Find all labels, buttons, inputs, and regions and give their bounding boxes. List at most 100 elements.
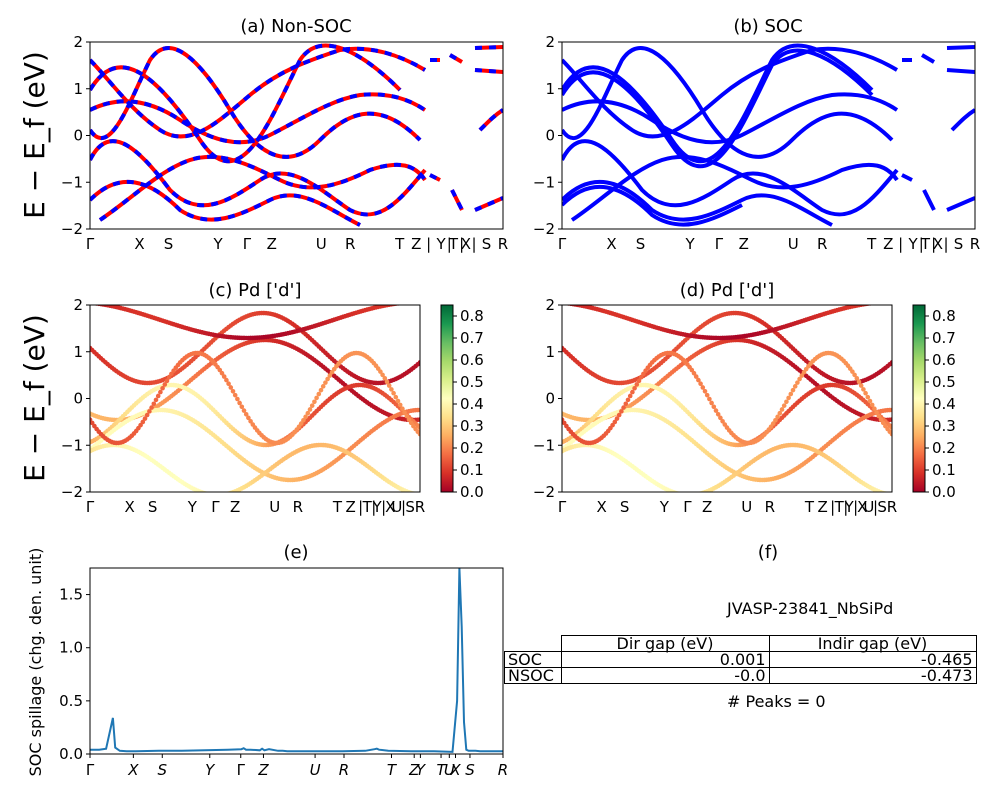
xtick-label: S <box>636 235 646 253</box>
panel-c-scatter <box>90 300 421 498</box>
panel-e-ylabel: SOC spillage (chg. den. unit) <box>26 548 45 777</box>
band-point <box>890 492 895 497</box>
band-point <box>316 391 322 397</box>
panel-e-yticks: 0.0 0.5 1.0 1.5 <box>59 586 90 763</box>
band-point <box>395 398 401 404</box>
band-point <box>320 384 326 389</box>
gap-table-cell: -0.0 <box>560 667 770 684</box>
band-point <box>325 376 330 382</box>
ytick-label: 1 <box>545 343 555 361</box>
xtick-label: S <box>164 235 174 253</box>
xtick-label: | <box>358 498 363 516</box>
band-point <box>562 305 563 306</box>
xtick-label: | <box>401 498 406 516</box>
ytick-label: 0 <box>545 127 555 145</box>
ytick-label: −1 <box>61 173 83 191</box>
ytick-label: 1 <box>73 343 83 361</box>
band-point <box>158 389 163 395</box>
panel-b-title: (b) SOC <box>733 16 802 37</box>
panel-e-xticks: Γ X S Y Γ Z U R T ZY TUX S R <box>86 754 508 779</box>
xtick-label: Z <box>257 761 269 779</box>
xtick-label: Y <box>372 498 383 516</box>
band-point <box>792 384 798 389</box>
table-row: NSOC -0.0 -0.473 <box>504 667 977 684</box>
xtick-label: Z <box>411 235 421 253</box>
xtick-label: X <box>933 235 943 253</box>
band-point <box>303 414 308 420</box>
band-point <box>687 493 692 498</box>
band-point <box>221 374 227 379</box>
xtick-label: X <box>449 761 461 779</box>
xtick-label: Γ <box>86 761 95 779</box>
xtick-label: U <box>316 235 327 253</box>
band-point <box>773 417 778 423</box>
band-point <box>417 407 420 413</box>
band-point <box>298 421 304 426</box>
band-point <box>869 402 875 408</box>
band-point <box>625 397 631 403</box>
panel-a-title: (a) Non-SOC <box>240 16 351 37</box>
panel-d: (d) Pd ['d'] 210−1−2 Γ X S Y Γ Z U R T Z | T |Y |XU| S… <box>533 280 956 516</box>
xtick-label: R <box>817 235 827 253</box>
gap-table-header-indir: Indir gap (eV) <box>768 635 977 652</box>
band-point <box>237 400 242 406</box>
xtick-label: X <box>596 498 606 516</box>
panel-b: (b) SOC 210−1−2 Γ X S Y Γ Z U R T Z | Y |T |X | S R <box>533 16 980 253</box>
band-point <box>153 397 159 403</box>
xtick-label: R <box>498 761 508 779</box>
colorbar-tick-label: 0.5 <box>460 373 484 391</box>
xtick-label: X <box>385 498 395 516</box>
xtick-label: Γ <box>243 235 252 253</box>
ytick-label: −2 <box>533 483 555 501</box>
band-point <box>218 493 223 498</box>
xtick-label: S <box>158 761 168 779</box>
band-point <box>384 379 390 385</box>
band-point <box>228 385 234 390</box>
band-point <box>378 369 383 374</box>
band-point <box>382 376 388 381</box>
xtick-label: Y <box>844 498 855 516</box>
band-point <box>700 385 706 390</box>
xtick-label: | <box>447 235 452 253</box>
band-point <box>386 383 392 388</box>
band-point <box>416 300 421 305</box>
band-point <box>226 381 231 387</box>
band-point <box>693 374 699 379</box>
xtick-label: U <box>269 498 280 516</box>
ytick-label: 1 <box>73 80 83 98</box>
ytick-label: 0 <box>73 390 83 408</box>
ytick-label: 2 <box>73 296 83 314</box>
xtick-label: S <box>482 235 492 253</box>
xtick-label: R <box>339 761 349 779</box>
band-point <box>867 398 873 404</box>
band-point <box>239 404 245 410</box>
xtick-label: Γ <box>715 235 724 253</box>
band-point <box>630 389 635 395</box>
xtick-label: | <box>944 235 949 253</box>
xtick-label: Z <box>883 235 893 253</box>
band-point <box>711 404 717 410</box>
xtick-label: Z <box>818 498 828 516</box>
band-point <box>694 492 699 497</box>
panel-a-bands <box>90 43 503 227</box>
band-point <box>417 431 420 437</box>
band-point <box>692 492 697 497</box>
xtick-label: T <box>804 498 815 516</box>
xtick-label: Y <box>205 761 216 779</box>
xtick-label: Z <box>267 235 277 253</box>
panel-b-bands <box>562 43 975 227</box>
band-point <box>865 394 871 400</box>
ytick-label: −1 <box>533 173 555 191</box>
xtick-label: T <box>394 235 405 253</box>
gap-table: Dir gap (eV) Indir gap (eV) SOC 0.001 -0… <box>504 635 977 684</box>
xtick-label: T <box>387 761 398 779</box>
band-point <box>878 417 884 422</box>
xtick-label: R <box>887 498 897 516</box>
band-point <box>636 378 642 384</box>
ytick-label: −2 <box>61 483 83 501</box>
band-point <box>856 379 862 385</box>
colorbar-tick-label: 0.8 <box>932 307 956 325</box>
band-point <box>702 388 708 394</box>
xtick-label: Y <box>187 498 198 516</box>
xtick-label: X <box>127 761 139 779</box>
